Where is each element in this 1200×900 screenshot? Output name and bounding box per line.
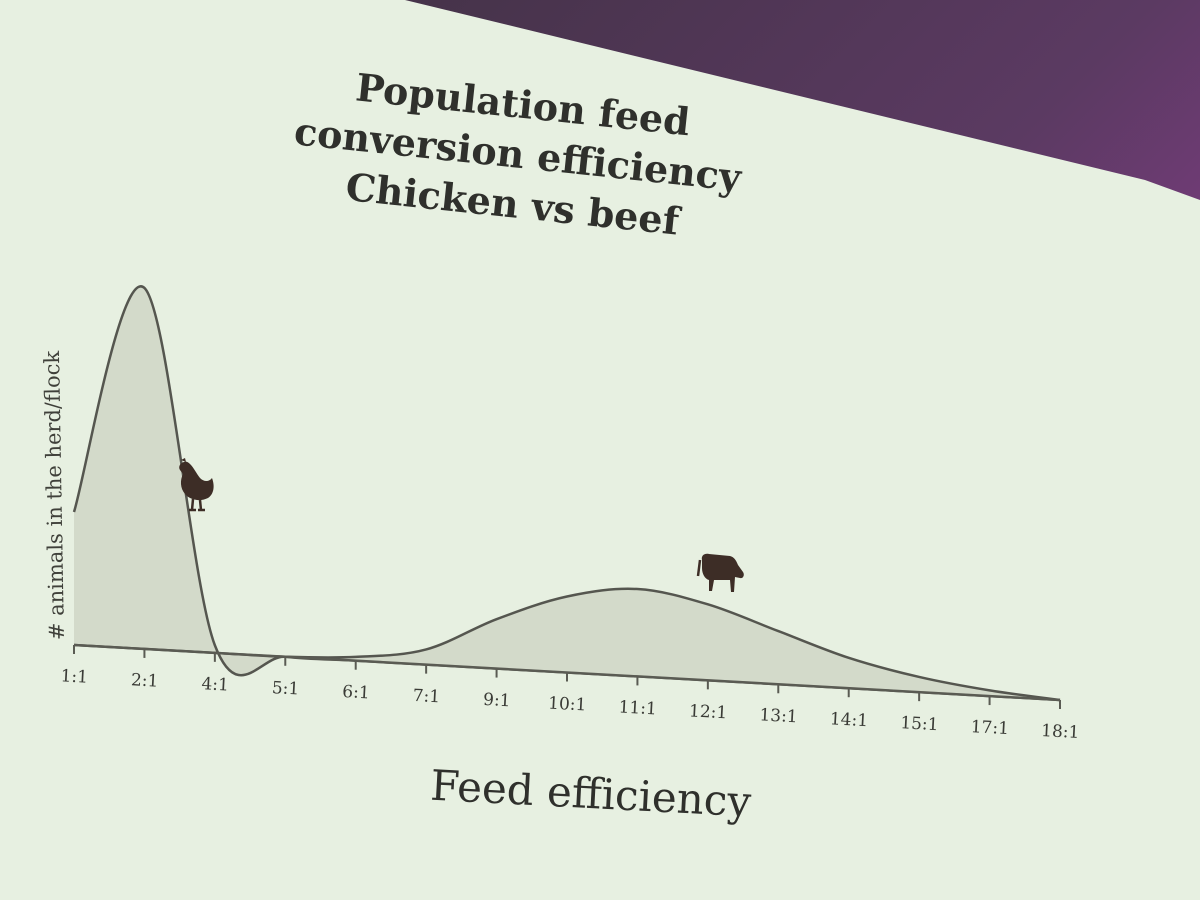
x-tick-label: 11:1 <box>618 697 657 719</box>
x-tick-label: 6:1 <box>342 682 370 703</box>
x-tick-label: 7:1 <box>412 686 440 707</box>
x-tick-label: 14:1 <box>829 709 868 731</box>
x-tick-label: 10:1 <box>548 694 587 716</box>
series-area-beef <box>74 588 1060 700</box>
x-tick-label: 5:1 <box>271 678 299 699</box>
x-tick-label: 13:1 <box>759 705 798 727</box>
x-tick-label: 9:1 <box>483 690 511 711</box>
x-tick-label: 12:1 <box>689 701 728 723</box>
x-tick-label: 17:1 <box>970 717 1009 739</box>
x-tick-label: 4:1 <box>201 674 229 695</box>
chicken-icon <box>179 458 214 512</box>
x-tick-label: 2:1 <box>131 670 159 691</box>
x-tick-label: 1:1 <box>60 666 88 687</box>
x-tick-label: 18:1 <box>1041 721 1080 743</box>
x-axis-ticks: 1:1 2:1 4:1 5:1 6:1 7:1 9:1 10:1 11:1 12:1 13:1 14:… <box>60 645 1080 743</box>
cow-icon <box>696 553 744 592</box>
y-axis-title: # animals in the herd/flock <box>40 350 69 640</box>
x-tick-label: 15:1 <box>900 713 939 735</box>
